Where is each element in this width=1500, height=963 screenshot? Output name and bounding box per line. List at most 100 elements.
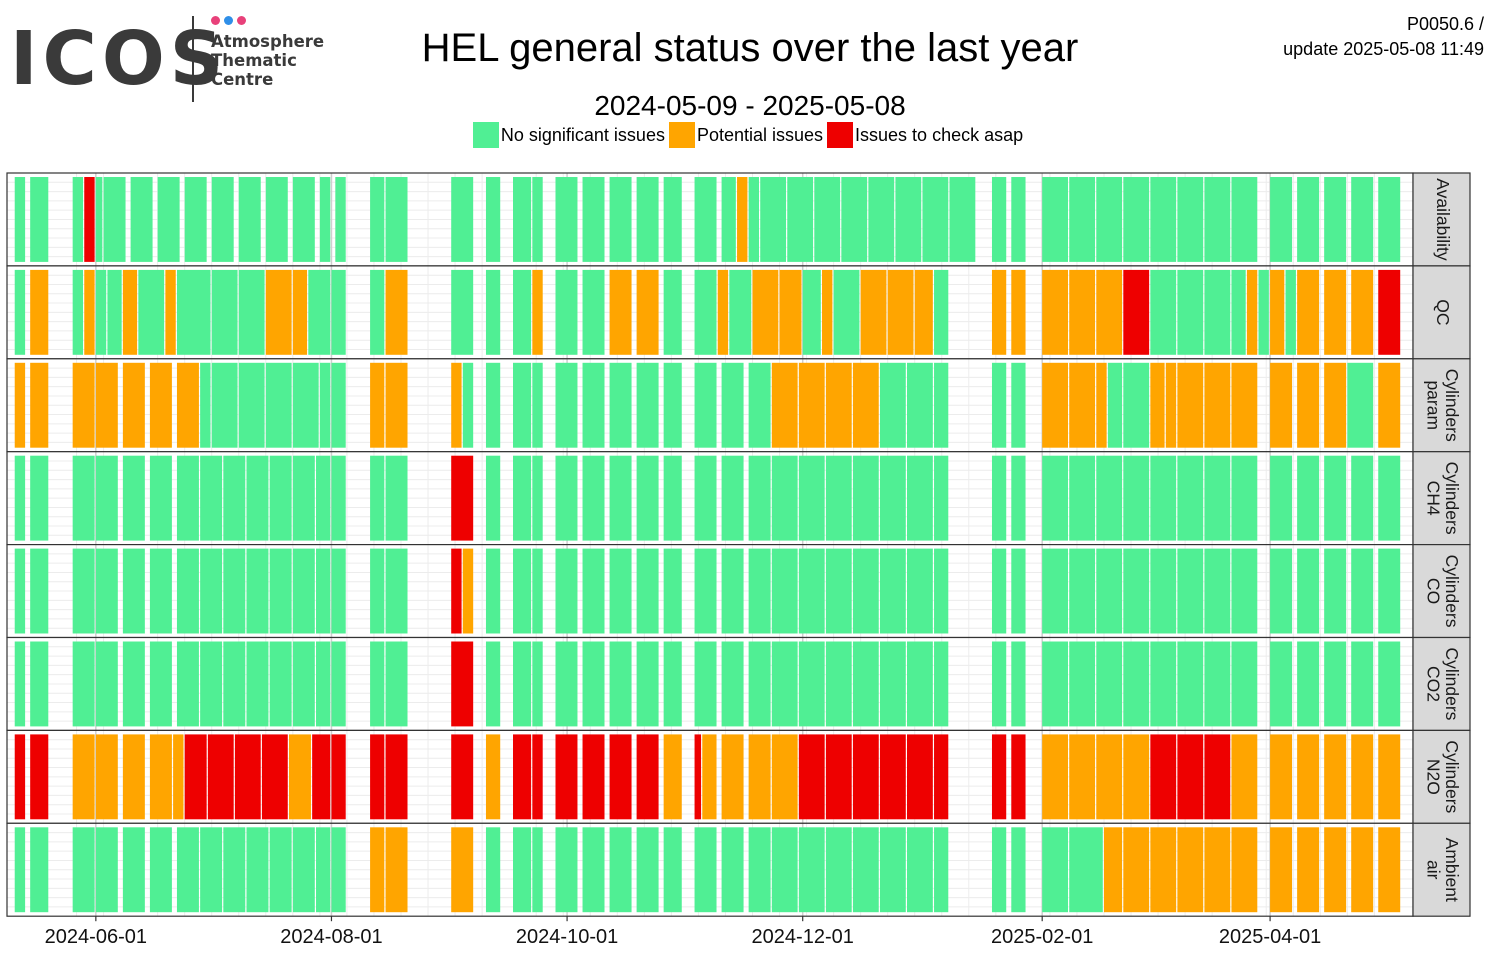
status-tile	[1011, 641, 1026, 727]
status-tile	[200, 362, 211, 448]
facet-label: CylindersCH4	[1424, 462, 1462, 535]
status-tile	[609, 734, 632, 820]
status-tile	[385, 548, 408, 634]
logo-dot	[211, 16, 220, 25]
status-tile	[265, 269, 292, 355]
status-tile	[331, 641, 346, 727]
status-tile	[84, 177, 95, 262]
status-tile	[319, 177, 331, 262]
status-tile	[72, 548, 95, 634]
status-tile	[1107, 362, 1123, 448]
status-tile	[1150, 269, 1177, 355]
status-tile	[949, 177, 976, 262]
status-tile	[1069, 269, 1096, 355]
status-tile	[1177, 734, 1204, 820]
status-tile	[122, 548, 145, 634]
status-tile	[1324, 827, 1347, 913]
facet-strip	[1412, 265, 1471, 360]
status-tile	[1069, 177, 1096, 262]
status-tile	[798, 734, 825, 820]
status-tile	[1378, 362, 1401, 448]
status-tile	[609, 177, 632, 262]
status-tile	[555, 548, 578, 634]
status-tile	[532, 177, 543, 262]
status-tile	[694, 827, 717, 913]
facet-label: Availability	[1433, 178, 1453, 261]
status-tile	[934, 734, 949, 820]
x-axis-tick-label: 2024-12-01	[752, 926, 854, 948]
status-tile	[14, 177, 26, 262]
status-tile	[451, 827, 474, 913]
status-tile	[879, 734, 906, 820]
status-tile	[261, 734, 288, 820]
status-tile	[1123, 734, 1150, 820]
facet-label: CylindersCO	[1424, 555, 1462, 628]
status-tile	[72, 455, 95, 541]
status-tile	[370, 269, 385, 355]
status-tile	[1123, 548, 1150, 634]
status-tile	[1103, 827, 1123, 913]
status-tile	[207, 734, 234, 820]
status-tile	[1011, 455, 1026, 541]
facet-strip	[1412, 172, 1471, 267]
facet-label: CylindersN2O	[1424, 740, 1462, 813]
status-tile	[1042, 548, 1069, 634]
status-tile	[825, 734, 852, 820]
status-tile	[265, 177, 288, 262]
status-tile	[934, 548, 949, 634]
status-tile	[1351, 269, 1374, 355]
status-tile	[825, 827, 852, 913]
status-tile	[200, 455, 223, 541]
status-tile	[122, 827, 145, 913]
status-tile	[385, 177, 408, 262]
status-tile	[798, 827, 825, 913]
status-tile	[582, 269, 605, 355]
status-tile	[721, 548, 744, 634]
status-tile	[721, 177, 736, 262]
status-tile	[1324, 641, 1347, 727]
status-tile	[798, 362, 825, 448]
status-tile	[1177, 827, 1204, 913]
status-tile	[1270, 455, 1293, 541]
status-tile	[1011, 548, 1026, 634]
status-tile	[1123, 455, 1150, 541]
status-tile	[879, 827, 906, 913]
status-tile	[485, 641, 501, 727]
status-tile	[1324, 177, 1347, 262]
status-tile	[798, 455, 825, 541]
status-tile	[451, 641, 474, 727]
status-tile	[991, 641, 1007, 727]
status-tile	[14, 827, 26, 913]
status-tile	[462, 548, 474, 634]
status-tile	[269, 548, 292, 634]
status-tile	[292, 641, 315, 727]
status-tile	[868, 177, 895, 262]
status-tile	[825, 641, 852, 727]
status-tile	[555, 734, 578, 820]
status-tile	[1150, 734, 1177, 820]
status-tile	[107, 269, 122, 355]
status-tile	[316, 455, 331, 541]
status-tile	[582, 177, 605, 262]
status-tile	[1204, 269, 1231, 355]
status-tile	[752, 269, 779, 355]
status-tile	[1011, 177, 1026, 262]
status-tile	[934, 455, 949, 541]
status-tile	[176, 455, 199, 541]
status-tile	[122, 641, 145, 727]
status-tile	[451, 455, 474, 541]
facet-strip	[1412, 636, 1471, 732]
legend-label-potential: Potential issues	[696, 124, 824, 145]
status-tile	[860, 269, 887, 355]
logo-dot	[237, 16, 246, 25]
status-tile	[779, 269, 802, 355]
status-tile	[246, 455, 269, 541]
status-tile	[211, 362, 238, 448]
status-tile	[173, 734, 184, 820]
status-tile	[14, 362, 26, 448]
status-tile	[771, 455, 798, 541]
status-tile	[663, 641, 682, 727]
status-tile	[1204, 177, 1231, 262]
status-tile	[331, 269, 346, 355]
status-tile	[14, 455, 26, 541]
